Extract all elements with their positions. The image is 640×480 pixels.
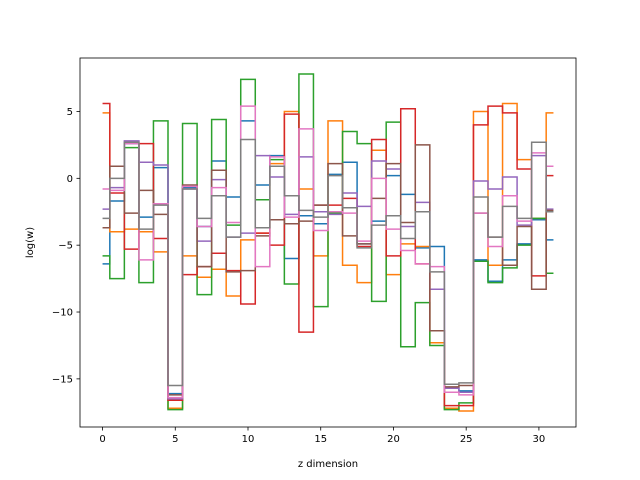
plot-frame (79, 57, 577, 428)
y-axis-label: log(w) (25, 227, 36, 258)
y-tick-label: −10 (52, 308, 73, 319)
x-axis-ticks: 0 5 10 15 20 25 30 (99, 427, 545, 445)
x-axis-label: z dimension (298, 459, 358, 470)
x-tick-label: 30 (533, 434, 546, 445)
x-tick-label: 10 (242, 434, 255, 445)
x-tick-label: 20 (387, 434, 400, 445)
x-tick-label: 0 (99, 434, 105, 445)
y-tick-label: 0 (67, 174, 73, 185)
series-line-7 (102, 105, 554, 399)
series-layer (102, 73, 554, 412)
series-line-3 (102, 73, 554, 411)
y-tick-label: 5 (67, 107, 73, 118)
x-tick-label: 25 (460, 434, 473, 445)
x-tick-label: 15 (314, 434, 327, 445)
y-tick-label: −15 (52, 374, 73, 385)
series-line-8 (102, 138, 554, 387)
x-tick-label: 5 (172, 434, 178, 445)
y-axis-ticks: −15 −10 −5 0 5 (52, 107, 80, 385)
y-tick-label: −5 (58, 241, 73, 252)
